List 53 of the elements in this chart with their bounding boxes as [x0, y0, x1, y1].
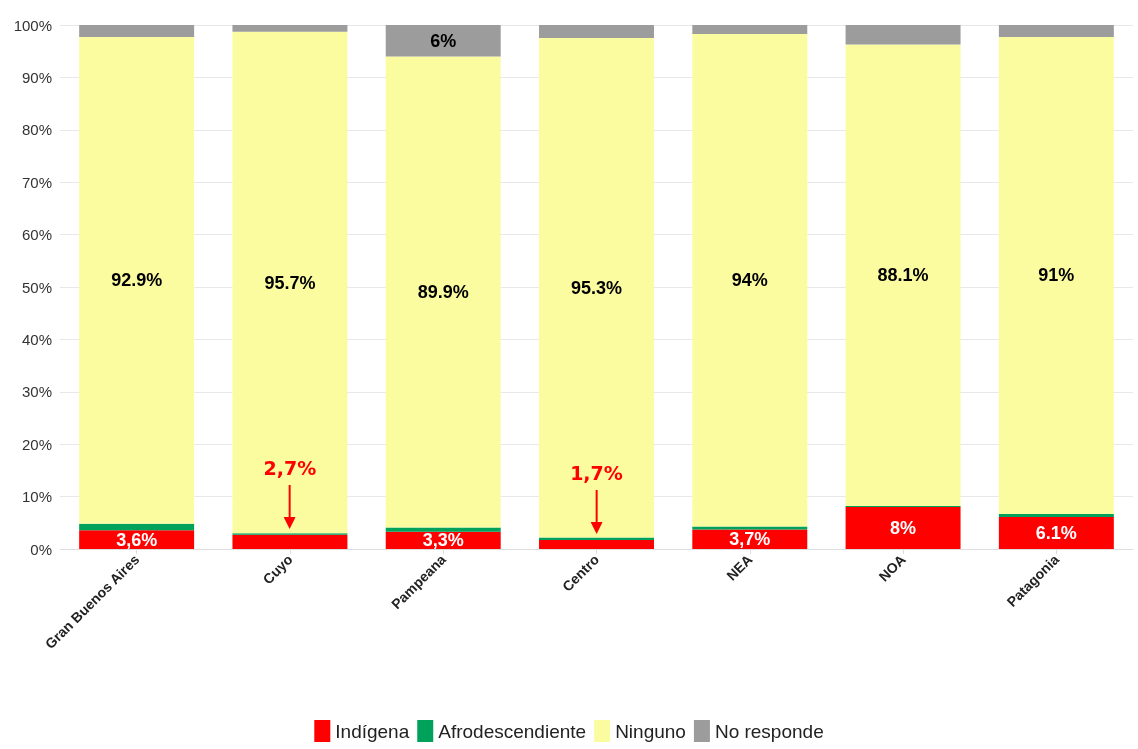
data-label: 6.1% [1035, 523, 1077, 544]
bar [232, 31, 348, 534]
bar [539, 38, 654, 538]
data-label: 92.9% [111, 270, 163, 291]
data-label: 89.9% [417, 281, 469, 302]
y-tick-label: 0% [30, 540, 52, 558]
bar [385, 25, 501, 57]
bar [692, 25, 808, 34]
bar [385, 56, 501, 528]
annotation: 1,7% [570, 462, 623, 487]
data-label: 3,7% [729, 529, 771, 550]
y-tick-label: 80% [21, 121, 52, 139]
bar [79, 523, 195, 531]
legend-label: Afrodescendiente [438, 720, 587, 742]
bar [539, 537, 654, 541]
y-tick-label: 50% [21, 278, 52, 296]
bar [692, 526, 808, 530]
bar [539, 540, 654, 549]
legend-label: No responde [714, 720, 824, 742]
bar [79, 25, 195, 38]
legend-label: Ninguno [615, 720, 686, 742]
data-label: 94% [731, 270, 768, 291]
bar [385, 527, 501, 532]
annotation: 2,7% [263, 456, 317, 481]
bar [79, 37, 195, 524]
bar [845, 507, 961, 549]
y-tick-label: 20% [21, 435, 52, 453]
bar [845, 25, 961, 45]
legend-label: Indígena [335, 720, 410, 742]
y-tick-label: 40% [21, 330, 52, 348]
bar [998, 517, 1114, 549]
data-label: 3,3% [422, 530, 464, 551]
bar [692, 33, 808, 527]
y-tick-label: 70% [21, 173, 52, 191]
y-tick-label: 90% [21, 68, 52, 86]
bar [998, 25, 1114, 38]
bar [845, 44, 961, 507]
y-tick-label: 30% [21, 383, 52, 401]
bar [998, 513, 1114, 518]
data-label: 8% [890, 518, 917, 539]
data-label: 3,6% [116, 529, 158, 550]
y-tick-label: 60% [21, 226, 52, 244]
data-label: 88.1% [877, 265, 929, 286]
bar [539, 25, 654, 39]
y-tick-label: 10% [21, 488, 52, 506]
data-label: 95.7% [264, 272, 316, 293]
bar [998, 37, 1114, 514]
data-label: 91% [1038, 265, 1075, 286]
y-tick-label: 100% [13, 16, 52, 34]
bar [232, 25, 348, 32]
data-label: 6% [430, 30, 457, 51]
data-label: 95.3% [570, 277, 623, 298]
bar [232, 534, 348, 549]
